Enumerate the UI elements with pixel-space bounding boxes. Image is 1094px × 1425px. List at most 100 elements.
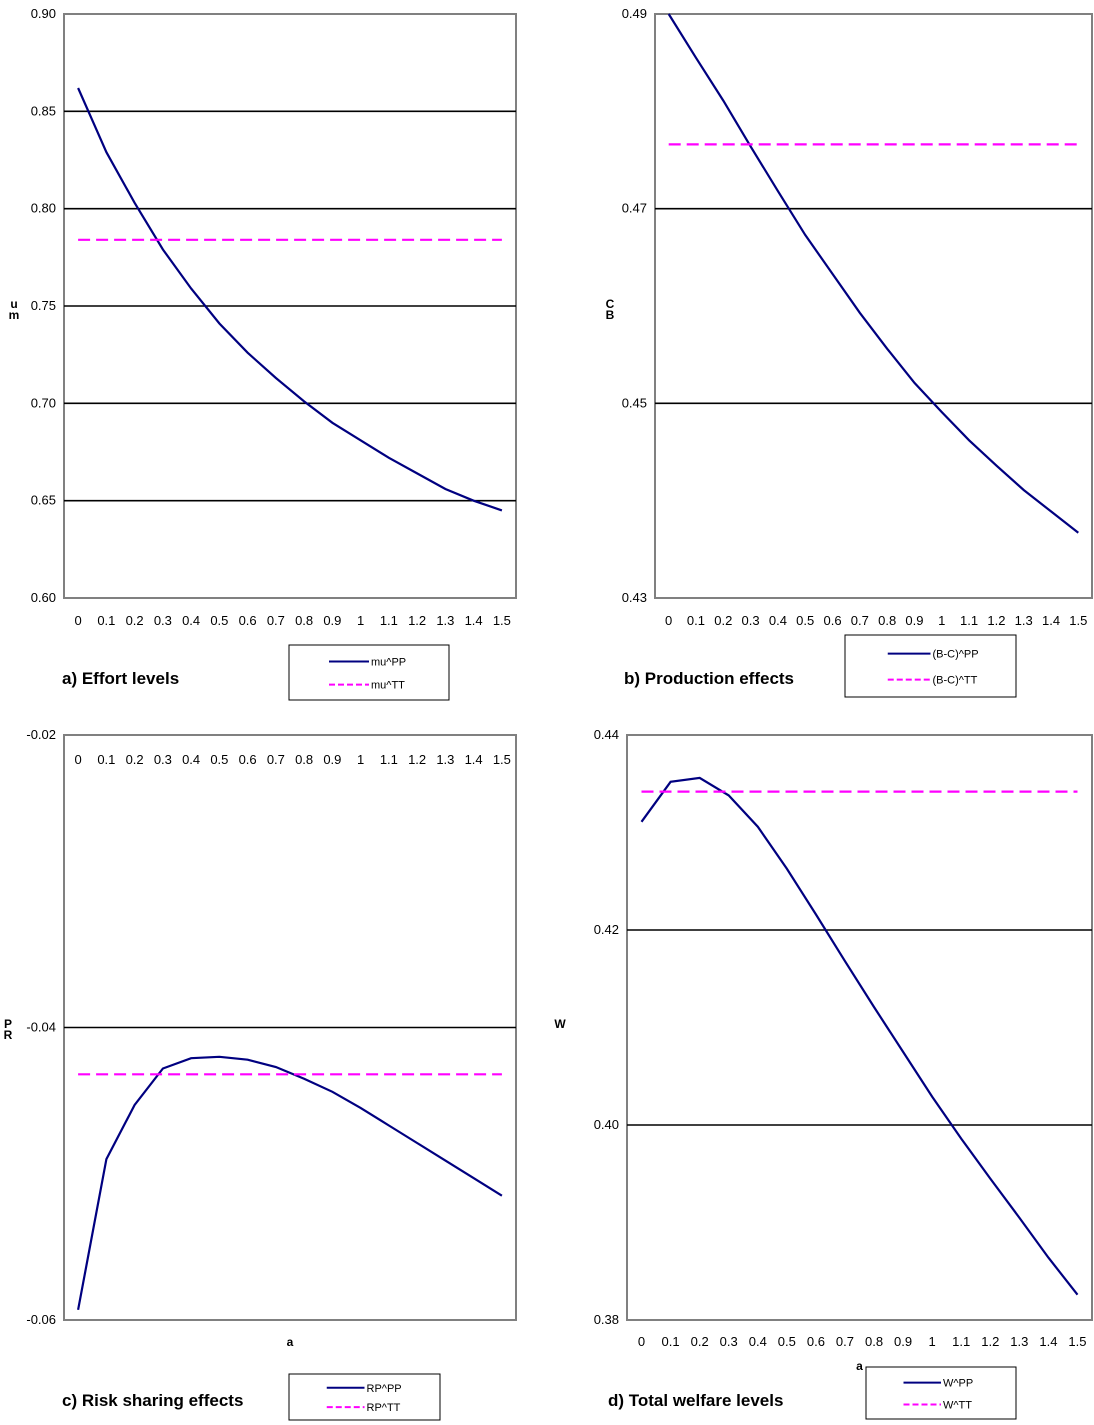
x-tick-label: 1.4 xyxy=(1042,613,1060,628)
legend-label: W^PP xyxy=(943,1378,973,1390)
x-tick-label: 0.8 xyxy=(865,1334,883,1349)
y-tick-label: 0.80 xyxy=(31,201,56,216)
y-tick-label: 0.43 xyxy=(622,590,647,605)
x-tick-label: 0 xyxy=(75,752,82,767)
y-tick-label: 0.38 xyxy=(594,1312,619,1327)
x-axis-title: a xyxy=(287,1335,294,1349)
x-tick-label: 1.4 xyxy=(465,613,483,628)
x-tick-label: 0.5 xyxy=(210,752,228,767)
x-tick-label: 1.2 xyxy=(987,613,1005,628)
x-tick-label: 0.6 xyxy=(239,752,257,767)
y-tick-label: 0.85 xyxy=(31,103,56,118)
x-tick-label: 1.1 xyxy=(380,752,398,767)
x-tick-label: 0.5 xyxy=(778,1334,796,1349)
x-tick-label: 0.3 xyxy=(154,613,172,628)
chart-caption: a) Effort levels xyxy=(62,669,179,688)
legend-label: mu^PP xyxy=(371,657,406,669)
x-tick-label: 1 xyxy=(357,752,364,767)
y-axis-title: P xyxy=(4,1017,12,1031)
legend-box xyxy=(844,634,1017,698)
x-tick-label: 0.8 xyxy=(878,613,896,628)
x-tick-label: 0.1 xyxy=(97,613,115,628)
chart-caption: c) Risk sharing effects xyxy=(62,1391,243,1410)
y-tick-label: 0.75 xyxy=(31,298,56,313)
x-tick-label: 0.1 xyxy=(97,752,115,767)
legend-box xyxy=(288,644,450,701)
legend-label: RP^TT xyxy=(367,1402,401,1414)
x-tick-label: 1.1 xyxy=(380,613,398,628)
legend-label: W^TT xyxy=(943,1399,972,1411)
y-tick-label: 0.44 xyxy=(594,727,619,742)
series-line-pp xyxy=(640,776,1079,1296)
x-tick-label: 0.5 xyxy=(796,613,814,628)
y-tick-label: 0.70 xyxy=(31,395,56,410)
chart-b: 0.43 0.45 0.47 0.49 0 0.1 0.2 0.3 0.4 0.5 0.6 0.7 0.… xyxy=(606,6,1093,698)
x-tick-label: 0.5 xyxy=(210,613,228,628)
x-tick-label: 0.2 xyxy=(126,613,144,628)
x-tick-label: 0.7 xyxy=(267,752,285,767)
series-line-pp xyxy=(77,87,503,512)
x-tick-label: 1.2 xyxy=(408,752,426,767)
plot-area xyxy=(654,13,1093,599)
x-tick-label: 0.4 xyxy=(769,613,787,628)
x-tick-label: 1.4 xyxy=(1039,1334,1057,1349)
x-tick-label: 0.4 xyxy=(182,613,200,628)
x-tick-label: 1.1 xyxy=(960,613,978,628)
x-tick-label: 0.1 xyxy=(687,613,705,628)
chart-a: 0.60 0.65 0.70 0.75 0.80 0.85 0.90 0 0.1 0.2 0.3 0.… xyxy=(9,6,517,701)
x-tick-label: 1.3 xyxy=(1010,1334,1028,1349)
y-axis-title: u xyxy=(10,297,17,311)
x-tick-label: 1.3 xyxy=(1015,613,1033,628)
legend-box xyxy=(865,1366,1017,1420)
x-tick-label: 0.6 xyxy=(807,1334,825,1349)
x-tick-label: 0.2 xyxy=(714,613,732,628)
x-tick-label: 1.5 xyxy=(493,613,511,628)
y-tick-label: -0.04 xyxy=(26,1020,56,1035)
x-tick-label: 1 xyxy=(938,613,945,628)
legend-label: (B-C)^TT xyxy=(933,675,978,687)
x-tick-label: 0.7 xyxy=(836,1334,854,1349)
plot-area xyxy=(626,734,1093,1321)
y-tick-label: 0.47 xyxy=(622,201,647,216)
y-axis-title-sub: m xyxy=(9,308,20,322)
y-tick-label: 0.40 xyxy=(594,1117,619,1132)
x-tick-label: 1.3 xyxy=(436,613,454,628)
legend-label: RP^PP xyxy=(367,1383,402,1395)
y-tick-label: 0.42 xyxy=(594,922,619,937)
x-tick-label: 1.5 xyxy=(1068,1334,1086,1349)
chart-caption: b) Production effects xyxy=(624,669,794,688)
y-tick-label: 0.49 xyxy=(622,6,647,21)
y-tick-label: 0.45 xyxy=(622,395,647,410)
x-tick-label: 1.2 xyxy=(408,613,426,628)
y-axis-title: C xyxy=(606,297,615,311)
x-tick-label: 0.3 xyxy=(720,1334,738,1349)
x-tick-label: 0.6 xyxy=(823,613,841,628)
legend-box xyxy=(288,1373,441,1421)
x-tick-label: 1 xyxy=(929,1334,936,1349)
x-tick-label: 0.9 xyxy=(323,752,341,767)
x-tick-label: 0.1 xyxy=(662,1334,680,1349)
x-tick-label: 0.7 xyxy=(267,613,285,628)
x-tick-label: 0.4 xyxy=(749,1334,767,1349)
y-tick-label: -0.02 xyxy=(26,727,56,742)
x-tick-label: 0.3 xyxy=(742,613,760,628)
legend-label: mu^TT xyxy=(371,680,405,692)
x-tick-label: 1.4 xyxy=(465,752,483,767)
x-tick-label: 0.8 xyxy=(295,613,313,628)
y-tick-label: 0.90 xyxy=(31,6,56,21)
chart-caption: d) Total welfare levels xyxy=(608,1391,783,1410)
x-tick-label: 1 xyxy=(357,613,364,628)
x-tick-label: 0.4 xyxy=(182,752,200,767)
x-axis-title: a xyxy=(856,1359,863,1373)
x-tick-label: 1.1 xyxy=(952,1334,970,1349)
x-tick-label: 0.8 xyxy=(295,752,313,767)
chart-c: -0.06 -0.04 -0.02 0 0.1 0.2 0.3 0.4 0.5 0.6 0.7 0.8… xyxy=(4,727,517,1421)
x-tick-label: 0.2 xyxy=(126,752,144,767)
x-tick-label: 0 xyxy=(638,1334,645,1349)
x-tick-label: 1.3 xyxy=(436,752,454,767)
x-tick-label: 1.5 xyxy=(493,752,511,767)
legend-label: (B-C)^PP xyxy=(933,649,979,661)
y-tick-label: 0.65 xyxy=(31,493,56,508)
x-tick-label: 0.2 xyxy=(691,1334,709,1349)
